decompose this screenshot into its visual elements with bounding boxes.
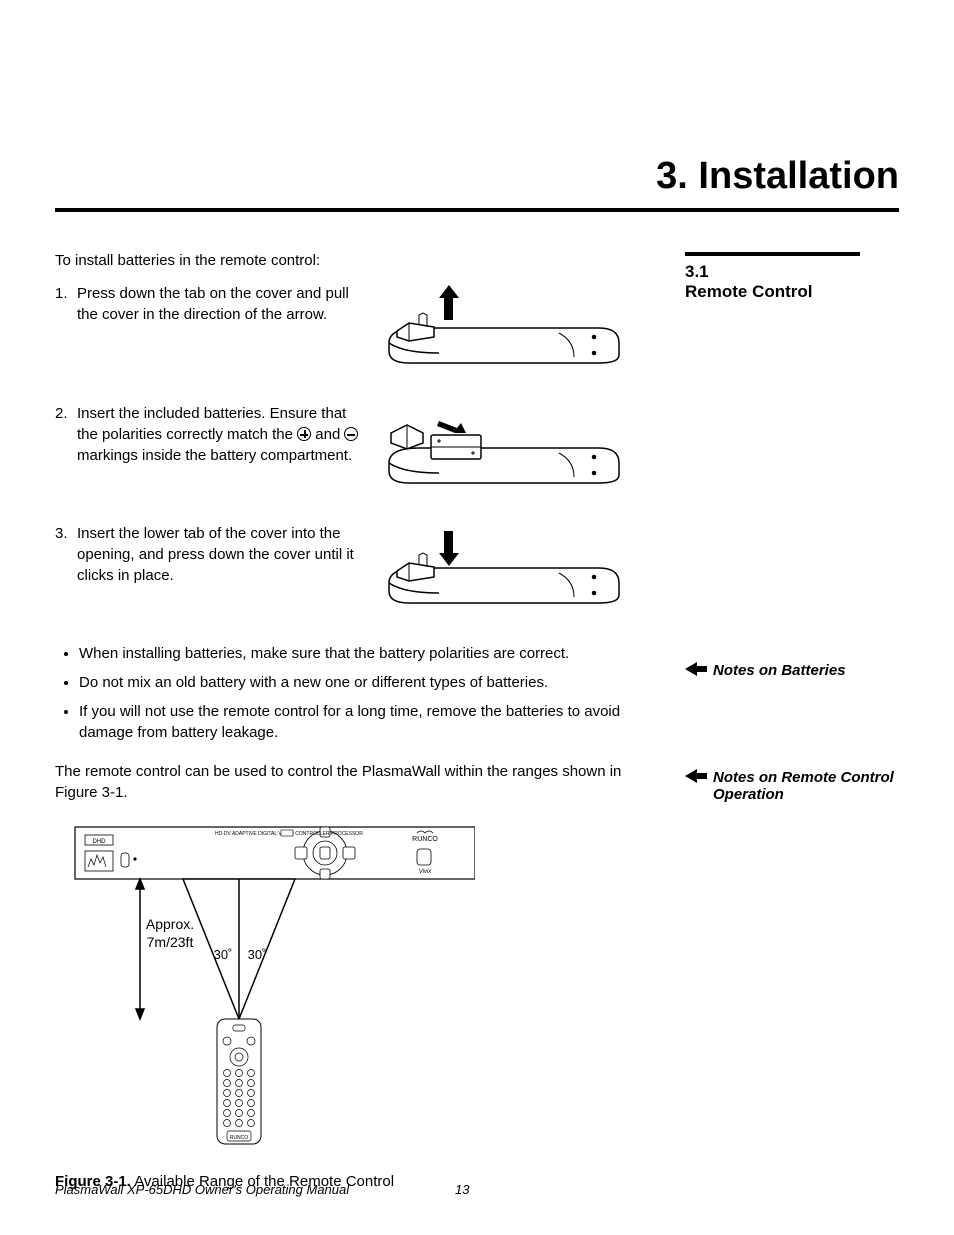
- section-number: 3.1: [685, 262, 899, 282]
- angle-left-label: 30˚: [214, 947, 233, 962]
- step-row: 1. Press down the tab on the cover and p…: [55, 283, 645, 373]
- chapter-rule: [55, 208, 899, 212]
- step-1-illustration: [379, 283, 645, 373]
- list-item: Do not mix an old battery with a new one…: [79, 672, 645, 693]
- svg-text:RUNCO: RUNCO: [230, 1135, 248, 1141]
- approx-label: Approx.: [146, 916, 194, 932]
- content-area: To install batteries in the remote contr…: [55, 252, 899, 1190]
- plus-icon: [297, 427, 311, 441]
- side-note-operation: Notes on Remote Control Operation: [685, 769, 899, 803]
- step-text-part: and: [311, 426, 344, 443]
- step-row: 2. Insert the included batteries. Ensure…: [55, 403, 645, 493]
- step-3-illustration: [379, 523, 645, 613]
- side-column: 3.1 Remote Control Notes on Batteries No…: [665, 252, 899, 1190]
- step-body: Press down the tab on the cover and pull…: [77, 283, 365, 325]
- svg-text:DHD: DHD: [93, 839, 107, 845]
- arrow-left-icon: [685, 662, 707, 676]
- step-text: 2. Insert the included batteries. Ensure…: [55, 403, 365, 466]
- angle-right-label: 30˚: [248, 947, 267, 962]
- list-item: When installing batteries, make sure tha…: [79, 643, 645, 664]
- step-text: 3. Insert the lower tab of the cover int…: [55, 523, 365, 586]
- manual-title: PlasmaWall XP-65DHD Owner's Operating Ma…: [55, 1182, 455, 1197]
- minus-icon: [344, 427, 358, 441]
- step-number: 1.: [55, 283, 77, 325]
- list-item: If you will not use the remote control f…: [79, 701, 645, 743]
- step-number: 3.: [55, 523, 77, 586]
- step-body: Insert the lower tab of the cover into t…: [77, 523, 365, 586]
- side-note-batteries: Notes on Batteries: [685, 662, 899, 679]
- svg-text:RUNCO: RUNCO: [412, 836, 438, 843]
- chapter-title: 3. Installation: [55, 155, 899, 198]
- battery-notes-list: When installing batteries, make sure tha…: [55, 643, 645, 743]
- distance-label: 7m/23ft: [147, 934, 194, 950]
- section-title: Remote Control: [685, 282, 899, 302]
- range-paragraph: The remote control can be used to contro…: [55, 761, 645, 803]
- page-number: 13: [455, 1182, 469, 1197]
- intro-text: To install batteries in the remote contr…: [55, 252, 645, 269]
- svg-text:Vivix: Vivix: [419, 869, 433, 875]
- step-2-illustration: [379, 403, 645, 493]
- side-note-text: Notes on Remote Control Operation: [713, 769, 899, 803]
- figure-3-1: DHD RUNCO Vivix: [55, 819, 645, 1159]
- side-note-text: Notes on Batteries: [713, 662, 846, 679]
- step-body: Insert the included batteries. Ensure th…: [77, 403, 365, 466]
- section-rule: [685, 252, 860, 256]
- step-text-part: markings inside the battery compartment.: [77, 447, 352, 464]
- step-text: 1. Press down the tab on the cover and p…: [55, 283, 365, 325]
- step-number: 2.: [55, 403, 77, 466]
- arrow-left-icon: [685, 769, 707, 783]
- main-column: To install batteries in the remote contr…: [55, 252, 645, 1190]
- step-row: 3. Insert the lower tab of the cover int…: [55, 523, 645, 613]
- page-footer: PlasmaWall XP-65DHD Owner's Operating Ma…: [55, 1182, 899, 1197]
